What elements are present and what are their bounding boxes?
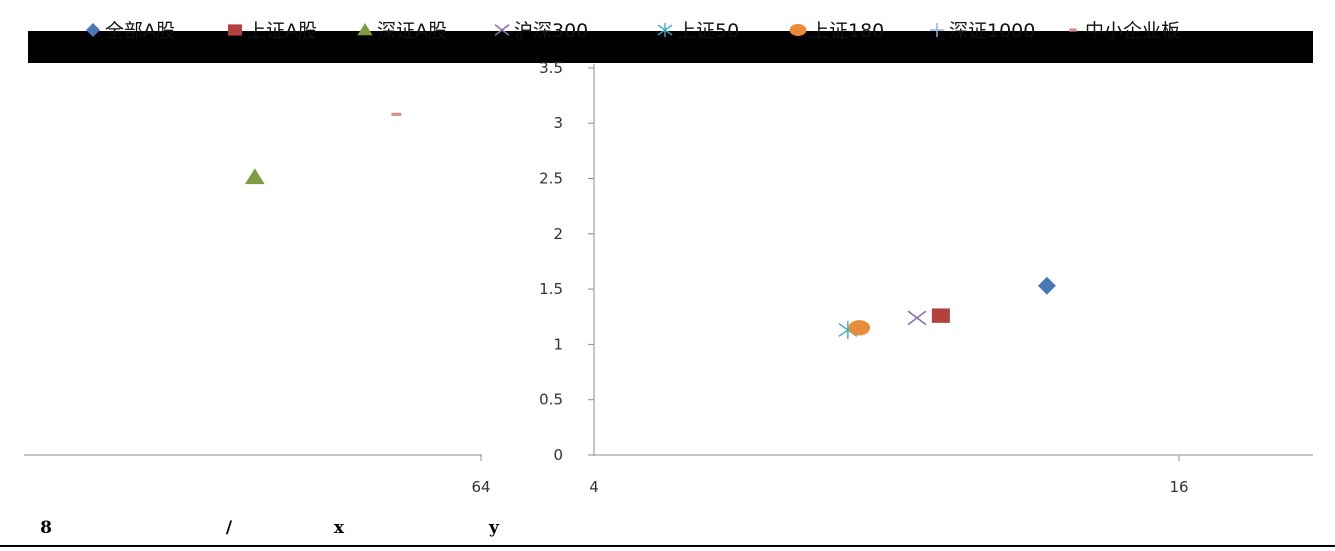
point-4 bbox=[907, 310, 927, 326]
data-point-marker bbox=[931, 308, 950, 323]
legend-marker bbox=[657, 23, 673, 37]
legend-label: 上证50 bbox=[677, 20, 739, 42]
legend-item-3: 深证A股 bbox=[357, 20, 447, 42]
legend-label: 上证180 bbox=[810, 20, 884, 42]
data-point-marker bbox=[907, 310, 927, 326]
data-point-marker bbox=[244, 168, 265, 185]
footer-char-3: x bbox=[334, 518, 345, 538]
legend: 全部A股 上证A股 深证A股 沪深300 上证50 上证180 深证1000 中小企业板 bbox=[86, 20, 1180, 42]
y-tick-label-0: 0 bbox=[553, 446, 563, 464]
legend-label: 全部A股 bbox=[105, 20, 175, 42]
y-tick-label-3: 3 bbox=[553, 114, 563, 132]
x-tick-label-64: 64 bbox=[471, 478, 490, 496]
legend-item-2: 上证A股 bbox=[228, 20, 317, 42]
footer-char-1: 8 bbox=[40, 518, 52, 538]
legend-label: 沪深300 bbox=[514, 20, 588, 42]
data-point-marker bbox=[1037, 276, 1056, 295]
data-point-marker bbox=[848, 320, 871, 336]
point-6 bbox=[848, 320, 871, 336]
footer-row: 8 / x y bbox=[40, 518, 500, 538]
y-tick-label-3-5: 3.5 bbox=[539, 59, 563, 77]
legend-item-8: 中小企业板 bbox=[1069, 20, 1180, 42]
legend-item-5: 上证50 bbox=[657, 20, 739, 42]
y-axis-ticks: 0 0.5 1 1.5 2 2.5 3 3.5 bbox=[539, 59, 594, 464]
legend-item-4: 沪深300 bbox=[494, 20, 588, 42]
y-tick-label-0-5: 0.5 bbox=[539, 391, 563, 409]
legend-label: 中小企业板 bbox=[1085, 20, 1180, 42]
y-tick-label-2: 2 bbox=[553, 225, 563, 243]
point-1 bbox=[1037, 276, 1056, 295]
legend-marker bbox=[494, 24, 510, 36]
x-tick-label-4: 4 bbox=[589, 478, 599, 496]
point-2 bbox=[931, 308, 950, 323]
y-tick-label-1-5: 1.5 bbox=[539, 280, 563, 298]
legend-marker bbox=[930, 23, 944, 37]
point-7 bbox=[391, 112, 402, 116]
legend-label: 深证1000 bbox=[949, 20, 1035, 42]
data-points bbox=[244, 112, 1056, 340]
y-tick-label-1: 1 bbox=[553, 335, 563, 353]
legend-marker bbox=[86, 23, 100, 37]
footer-char-4: y bbox=[488, 518, 500, 538]
x-tick-label-16: 16 bbox=[1169, 478, 1188, 496]
header-band bbox=[28, 31, 1313, 63]
point-3 bbox=[244, 168, 265, 185]
y-tick-label-2-5: 2.5 bbox=[539, 170, 563, 188]
legend-marker bbox=[357, 23, 373, 36]
legend-label: 上证A股 bbox=[247, 20, 317, 42]
data-point-marker bbox=[391, 112, 402, 116]
legend-marker bbox=[1069, 28, 1077, 32]
legend-marker bbox=[789, 24, 807, 36]
legend-marker bbox=[228, 24, 242, 36]
legend-item-1: 全部A股 bbox=[86, 20, 175, 42]
legend-item-7: 深证1000 bbox=[930, 20, 1035, 42]
legend-label: 深证A股 bbox=[377, 20, 447, 42]
legend-item-6: 上证180 bbox=[789, 20, 884, 42]
footer-char-2: / bbox=[226, 518, 233, 538]
x-axis-ticks: 64 4 16 bbox=[471, 478, 1188, 496]
